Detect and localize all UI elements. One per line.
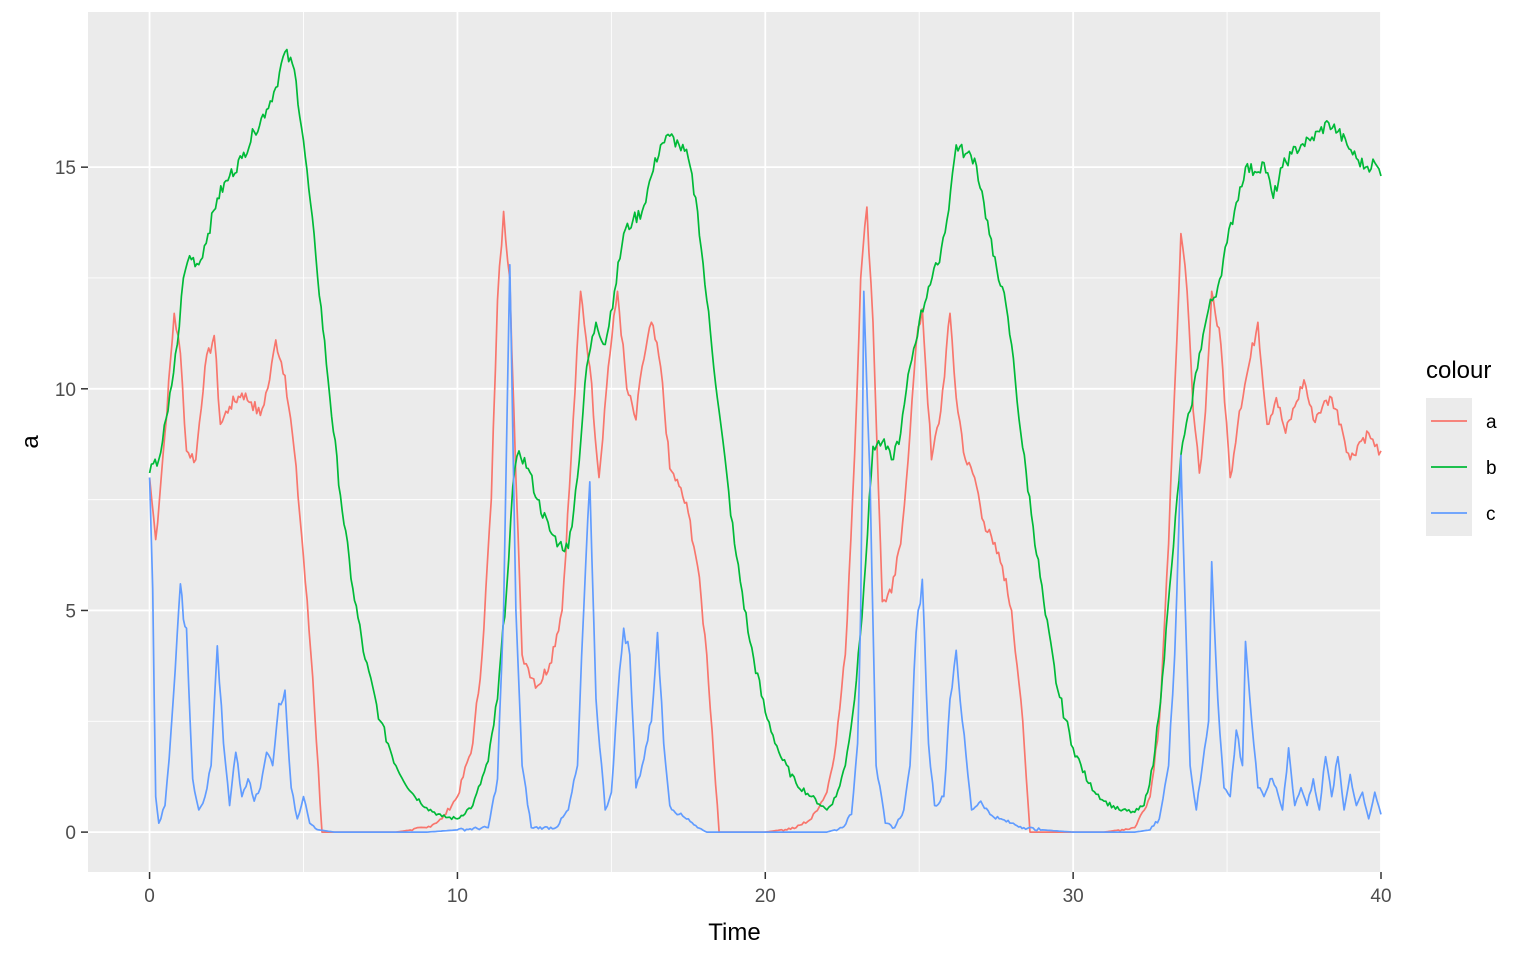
x-tick-label: 0: [144, 886, 155, 907]
x-axis-title: Time: [708, 919, 760, 946]
y-tick-label: 5: [65, 601, 76, 622]
x-tick-label: 40: [1370, 886, 1391, 907]
y-tick-label: 0: [65, 823, 76, 844]
legend-title: colour: [1426, 357, 1491, 384]
legend-label-c: c: [1486, 504, 1496, 525]
legend-label-a: a: [1486, 412, 1497, 433]
minor-gridlines: [88, 12, 1381, 872]
y-axis-ticks: 0 5 10 15: [55, 158, 88, 844]
x-tick-label: 10: [447, 886, 468, 907]
legend-items: a b c: [1426, 398, 1497, 536]
x-axis-ticks: 0 10 20 30 40: [144, 872, 1392, 907]
plot-panel: [88, 12, 1381, 872]
y-tick-label: 15: [55, 158, 76, 179]
series-line-c: [148, 263, 1382, 833]
x-tick-label: 30: [1063, 886, 1084, 907]
series-lines: [148, 48, 1382, 833]
legend: colour a b c: [1426, 357, 1497, 536]
y-axis-title: a: [17, 435, 44, 449]
series-line-b: [148, 48, 1382, 821]
legend-label-b: b: [1486, 458, 1497, 479]
x-tick-label: 20: [755, 886, 776, 907]
y-tick-label: 10: [55, 380, 76, 401]
